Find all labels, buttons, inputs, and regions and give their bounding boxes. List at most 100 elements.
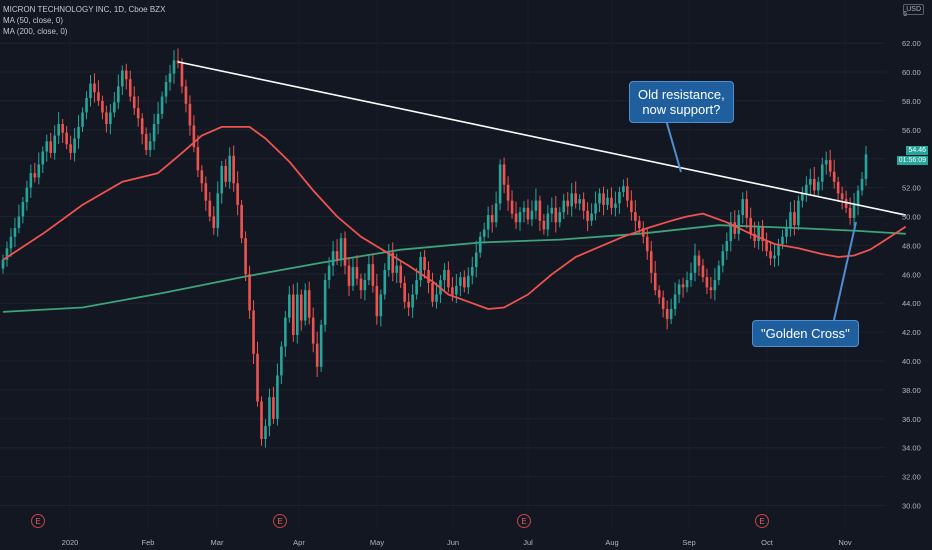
- candle-body: [53, 135, 57, 153]
- price-tick-label: 58.00: [902, 97, 921, 106]
- ma50-line: [2, 126, 907, 310]
- candle-body: [443, 269, 446, 281]
- candle-body: [49, 141, 53, 153]
- candle-body: [709, 287, 713, 291]
- candle-body: [427, 269, 430, 283]
- candle-body: [17, 216, 21, 229]
- candle-body: [276, 375, 279, 419]
- candle-body: [801, 193, 804, 201]
- candle-body: [809, 178, 812, 185]
- candle-body: [160, 96, 164, 114]
- candle-body: [864, 154, 868, 179]
- candle-body: [566, 200, 570, 207]
- candle-body: [522, 207, 526, 213]
- ma50-series: [2, 126, 907, 310]
- candle-body: [57, 124, 60, 136]
- time-tick-label: Sep: [682, 538, 695, 547]
- time-tick-label: Nov: [838, 538, 852, 547]
- candle-body: [172, 60, 176, 74]
- candle-body: [614, 203, 617, 208]
- resistance-trendline: [177, 61, 906, 216]
- candle-body: [705, 277, 709, 288]
- candle-body: [311, 317, 315, 344]
- candle-body: [188, 103, 192, 126]
- candle-body: [184, 86, 188, 104]
- candle-body: [89, 83, 92, 99]
- currency-badge[interactable]: USD: [903, 4, 924, 15]
- candlestick-series: [1, 48, 868, 448]
- candle-body: [224, 165, 228, 182]
- candle-body: [132, 96, 136, 109]
- candle-body: [85, 98, 88, 113]
- candle-body: [256, 353, 259, 402]
- price-tick-label: 42.00: [902, 328, 921, 337]
- candle-body: [451, 287, 454, 295]
- candle-body: [109, 112, 112, 125]
- candle-body: [482, 229, 486, 237]
- candle-body: [220, 165, 224, 194]
- candle-body: [785, 228, 788, 237]
- candle-body: [41, 151, 45, 165]
- candle-body: [248, 274, 251, 311]
- candle-body: [315, 343, 319, 367]
- candle-body: [459, 277, 462, 286]
- candle-body: [152, 124, 156, 142]
- candle-body: [558, 212, 562, 223]
- candle-body: [9, 236, 13, 249]
- candle-body: [29, 173, 33, 188]
- price-tick-label: 38.00: [902, 386, 921, 395]
- price-tick-label: 30.00: [902, 502, 921, 511]
- price-tick-label: 40.00: [902, 357, 921, 366]
- candle-body: [645, 236, 649, 252]
- candle-body: [73, 138, 76, 153]
- candle-body: [848, 207, 852, 218]
- candle-body: [45, 141, 49, 152]
- candle-body: [725, 241, 729, 252]
- earnings-marker-label: E: [277, 517, 282, 526]
- candle-body: [5, 248, 9, 260]
- candle-body: [216, 193, 220, 229]
- candle-body: [781, 236, 784, 244]
- candle-body: [347, 265, 351, 286]
- candle-body: [431, 282, 434, 302]
- candle-body: [379, 294, 383, 317]
- candle-body: [463, 277, 466, 288]
- candle-body: [136, 108, 140, 119]
- candle-body: [586, 210, 589, 221]
- candle-body: [65, 132, 68, 145]
- candle-body: [387, 252, 391, 270]
- candle-body: [81, 112, 84, 127]
- candle-body: [447, 269, 450, 288]
- callout-old-resistance-line2: now support?: [642, 102, 721, 117]
- candle-body: [260, 401, 263, 440]
- candle-body: [816, 181, 820, 191]
- candle-body: [681, 284, 685, 288]
- time-tick-label: Jun: [447, 538, 459, 547]
- candle-body: [13, 228, 17, 237]
- callout-golden-cross-pointer: [833, 221, 857, 321]
- candle-body: [419, 256, 422, 281]
- candle-body: [789, 212, 792, 229]
- legend-ma50: MA (50, close, 0): [3, 16, 64, 25]
- candle-body: [25, 187, 29, 203]
- price-tick-label: 50.00: [902, 213, 921, 222]
- candle-body: [244, 238, 247, 275]
- candle-body: [196, 147, 200, 171]
- candle-body: [478, 236, 482, 253]
- candle-body: [77, 126, 80, 139]
- candle-body: [534, 200, 538, 211]
- candle-body: [610, 197, 613, 208]
- time-tick-label: May: [370, 538, 384, 547]
- candle-body: [339, 238, 343, 260]
- price-tick-label: 62.00: [902, 39, 921, 48]
- candle-body: [669, 308, 673, 320]
- candle-body: [124, 70, 128, 80]
- countdown-timer: 01:56:09: [896, 156, 928, 165]
- candle-body: [526, 207, 530, 220]
- candle-body: [590, 213, 593, 221]
- candle-body: [415, 280, 418, 295]
- candle-body: [272, 397, 275, 419]
- candle-body: [128, 79, 132, 97]
- legend-title: MICRON TECHNOLOGY INC, 1D, Cboe BZX: [3, 5, 166, 14]
